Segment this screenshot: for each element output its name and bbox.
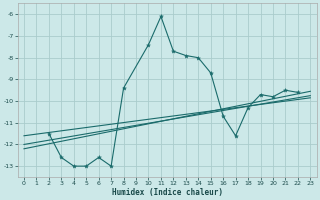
X-axis label: Humidex (Indice chaleur): Humidex (Indice chaleur)	[112, 188, 223, 197]
